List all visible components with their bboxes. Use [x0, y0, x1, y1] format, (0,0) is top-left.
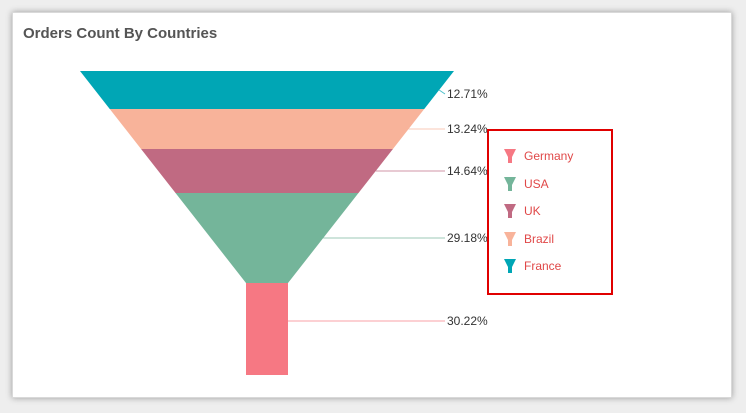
- chart-title: Orders Count By Countries: [23, 25, 218, 42]
- funnel-chart: 12.71% 13.24% 14.64% 29.18% 30.22%: [80, 71, 488, 375]
- funnel-icon: [504, 176, 516, 191]
- data-label-uk: 14.64%: [447, 164, 488, 178]
- legend-label: France: [524, 259, 562, 273]
- funnel-segment-brazil: [109, 109, 425, 149]
- funnel-segment-france: [80, 71, 454, 109]
- funnel-segment-germany: [246, 283, 288, 375]
- funnel-icon: [504, 149, 516, 163]
- funnel-icon: [504, 231, 516, 246]
- legend-label: USA: [524, 176, 549, 191]
- chart-legend: Germany USA UK Brazil France: [487, 129, 613, 295]
- legend-item-usa[interactable]: USA: [504, 176, 549, 191]
- legend-item-germany[interactable]: Germany: [504, 149, 573, 163]
- legend-label: Brazil: [524, 231, 555, 246]
- data-label-usa: 29.18%: [447, 231, 488, 245]
- data-label-brazil: 13.24%: [447, 122, 488, 136]
- funnel-icon: [504, 204, 516, 218]
- funnel-segment-uk: [141, 149, 393, 193]
- data-label-germany: 30.22%: [447, 314, 488, 328]
- legend-item-brazil[interactable]: Brazil: [504, 231, 555, 246]
- legend-item-france[interactable]: France: [504, 259, 561, 273]
- funnel-segment-usa: [175, 193, 359, 283]
- funnel-icon: [504, 259, 516, 273]
- legend-label: UK: [524, 204, 541, 218]
- legend-label: Germany: [524, 149, 574, 163]
- data-label-france: 12.71%: [447, 87, 488, 101]
- connector-line-france: [438, 89, 446, 95]
- legend-item-uk[interactable]: UK: [504, 204, 541, 218]
- chart-card: Orders Count By Countries 12.71% 13.24% 14…: [12, 12, 732, 398]
